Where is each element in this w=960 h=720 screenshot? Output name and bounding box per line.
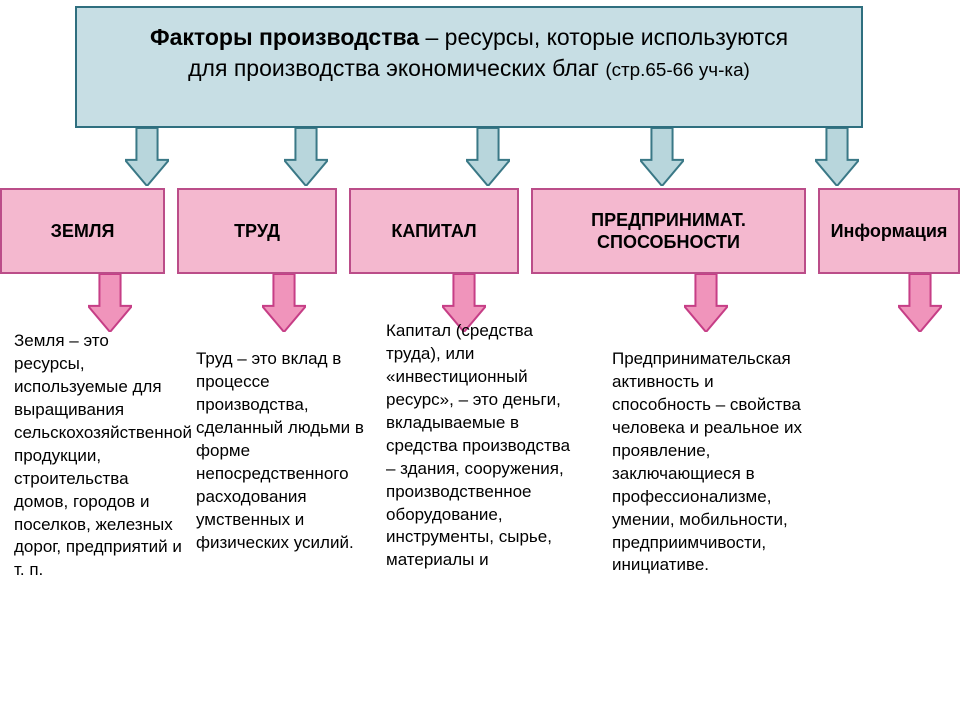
factor-label: ТРУД bbox=[234, 220, 280, 243]
desc-term: Земля bbox=[14, 331, 65, 350]
arrow-bot-0 bbox=[88, 274, 132, 332]
factor-box-0: ЗЕМЛЯ bbox=[0, 188, 165, 274]
desc-1: Труд – это вклад в процессе производства… bbox=[196, 348, 364, 554]
factor-box-2: КАПИТАЛ bbox=[349, 188, 519, 274]
arrow-top-4 bbox=[815, 128, 859, 186]
desc-text: – это ресурсы, используемые для выращива… bbox=[14, 331, 192, 579]
header-note: (стр.65-66 уч-ка) bbox=[605, 59, 750, 80]
header-line2-text: для производства экономических благ bbox=[188, 55, 605, 81]
arrow-bot-3 bbox=[684, 274, 728, 332]
desc-0: Земля – это ресурсы, используемые для вы… bbox=[14, 330, 184, 582]
desc-3: Предпринимательская активность и способн… bbox=[612, 348, 810, 577]
desc-text: – это вклад в процессе производства, сде… bbox=[196, 349, 364, 552]
header-line2: для производства экономических благ (стр… bbox=[97, 53, 841, 84]
header-line1: Факторы производства – ресурсы, которые … bbox=[97, 22, 841, 53]
desc-term: Труд bbox=[196, 349, 233, 368]
factor-label: ПРЕДПРИНИМАТ. СПОСОБНОСТИ bbox=[539, 209, 798, 254]
factor-label: ЗЕМЛЯ bbox=[51, 220, 115, 243]
desc-text: (средства труда), или «инвестиционный ре… bbox=[386, 321, 570, 569]
arrow-top-3 bbox=[640, 128, 684, 186]
header-box: Факторы производства – ресурсы, которые … bbox=[75, 6, 863, 128]
arrow-bot-1 bbox=[262, 274, 306, 332]
arrow-bot-4 bbox=[898, 274, 942, 332]
header-title-bold: Факторы производства bbox=[150, 24, 419, 50]
arrow-top-0 bbox=[125, 128, 169, 186]
factor-label: КАПИТАЛ bbox=[391, 220, 476, 243]
desc-term: Капитал bbox=[386, 321, 451, 340]
desc-2: Капитал (средства труда), или «инвестици… bbox=[386, 320, 578, 572]
factor-box-1: ТРУД bbox=[177, 188, 337, 274]
factor-box-3: ПРЕДПРИНИМАТ. СПОСОБНОСТИ bbox=[531, 188, 806, 274]
desc-text: – свойства человека и реальное их проявл… bbox=[612, 395, 802, 575]
arrow-top-2 bbox=[466, 128, 510, 186]
arrow-top-1 bbox=[284, 128, 328, 186]
header-title-rest: – ресурсы, которые используются bbox=[419, 24, 788, 50]
factor-label: Информация bbox=[831, 220, 948, 243]
factor-box-4: Информация bbox=[818, 188, 960, 274]
